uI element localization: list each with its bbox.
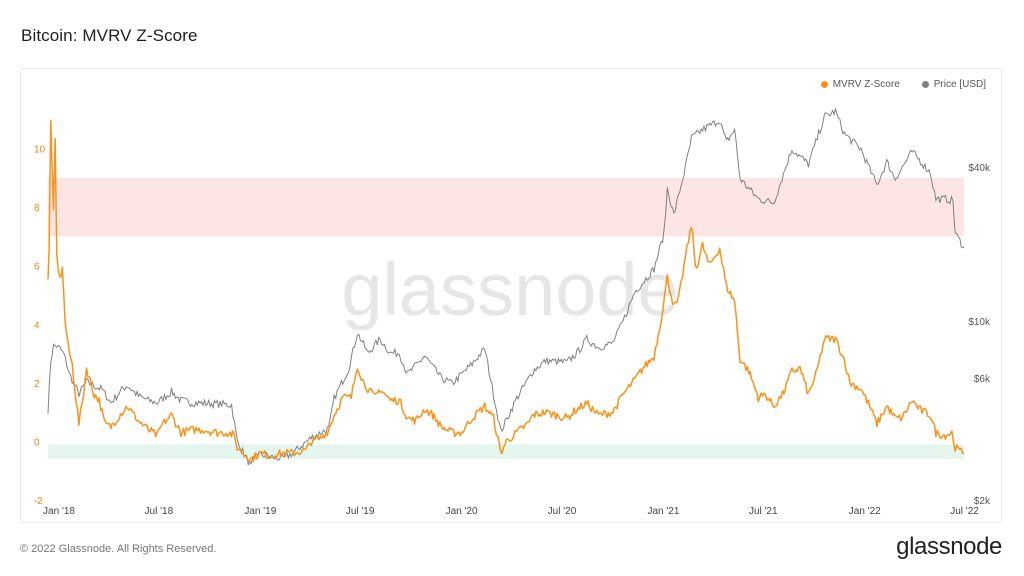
threshold-bands — [48, 177, 964, 459]
x-tick-label: Jan '22 — [849, 506, 881, 517]
y-right-tick-label: $2k — [974, 496, 991, 507]
y-left-tick-label: 8 — [34, 203, 40, 214]
series-lines — [47, 107, 965, 466]
chart-legend: MVRV Z-Score Price [USD] — [820, 79, 986, 90]
y-left-tick-label: 6 — [34, 262, 40, 273]
axes: -2 0 2 4 6 8 10 $2k $6k $10k $40k Jan '18 Jul '18 Jan… — [34, 145, 991, 517]
chart-title: Bitcoin: MVRV Z-Score — [21, 26, 198, 45]
x-tick-label: Jul '22 — [950, 506, 979, 517]
watermark-text: glassnode — [341, 248, 678, 331]
y-right-tick-label: $6k — [974, 374, 991, 385]
x-tick-label: Jan '20 — [446, 506, 478, 517]
y-left-tick-label: 10 — [34, 145, 46, 156]
x-tick-label: Jul '19 — [346, 506, 375, 517]
legend-item-zscore[interactable]: MVRV Z-Score — [820, 79, 900, 90]
series-line-zscore — [47, 119, 965, 462]
y-right-tick-label: $10k — [968, 317, 991, 328]
band-undervalued — [48, 444, 964, 459]
x-tick-label: Jan '21 — [647, 506, 679, 517]
y-left-tick-label: 2 — [34, 379, 40, 390]
y-left-tick-label: 4 — [34, 320, 40, 331]
legend-label-price: Price [USD] — [933, 79, 986, 90]
y-left-tick-label: 0 — [34, 437, 40, 448]
legend-dot-zscore — [820, 81, 828, 88]
footer-copyright: © 2022 Glassnode. All Rights Reserved. — [20, 543, 217, 555]
glassnode-logo[interactable]: glassnode — [896, 533, 1002, 560]
x-tick-label: Jan '18 — [43, 506, 75, 517]
chart-frame — [20, 68, 1002, 523]
x-tick-label: Jul '21 — [749, 506, 778, 517]
legend-label-zscore: MVRV Z-Score — [832, 79, 900, 90]
series-line-price — [47, 107, 965, 466]
y-left-tick-label: -2 — [34, 496, 43, 507]
x-tick-label: Jul '18 — [145, 506, 174, 517]
legend-dot-price — [921, 81, 929, 88]
x-tick-label: Jul '20 — [548, 506, 577, 517]
y-right-tick-label: $40k — [968, 163, 991, 174]
band-overvalued — [48, 177, 964, 237]
x-tick-label: Jan '19 — [244, 506, 276, 517]
legend-item-price[interactable]: Price [USD] — [921, 79, 986, 90]
